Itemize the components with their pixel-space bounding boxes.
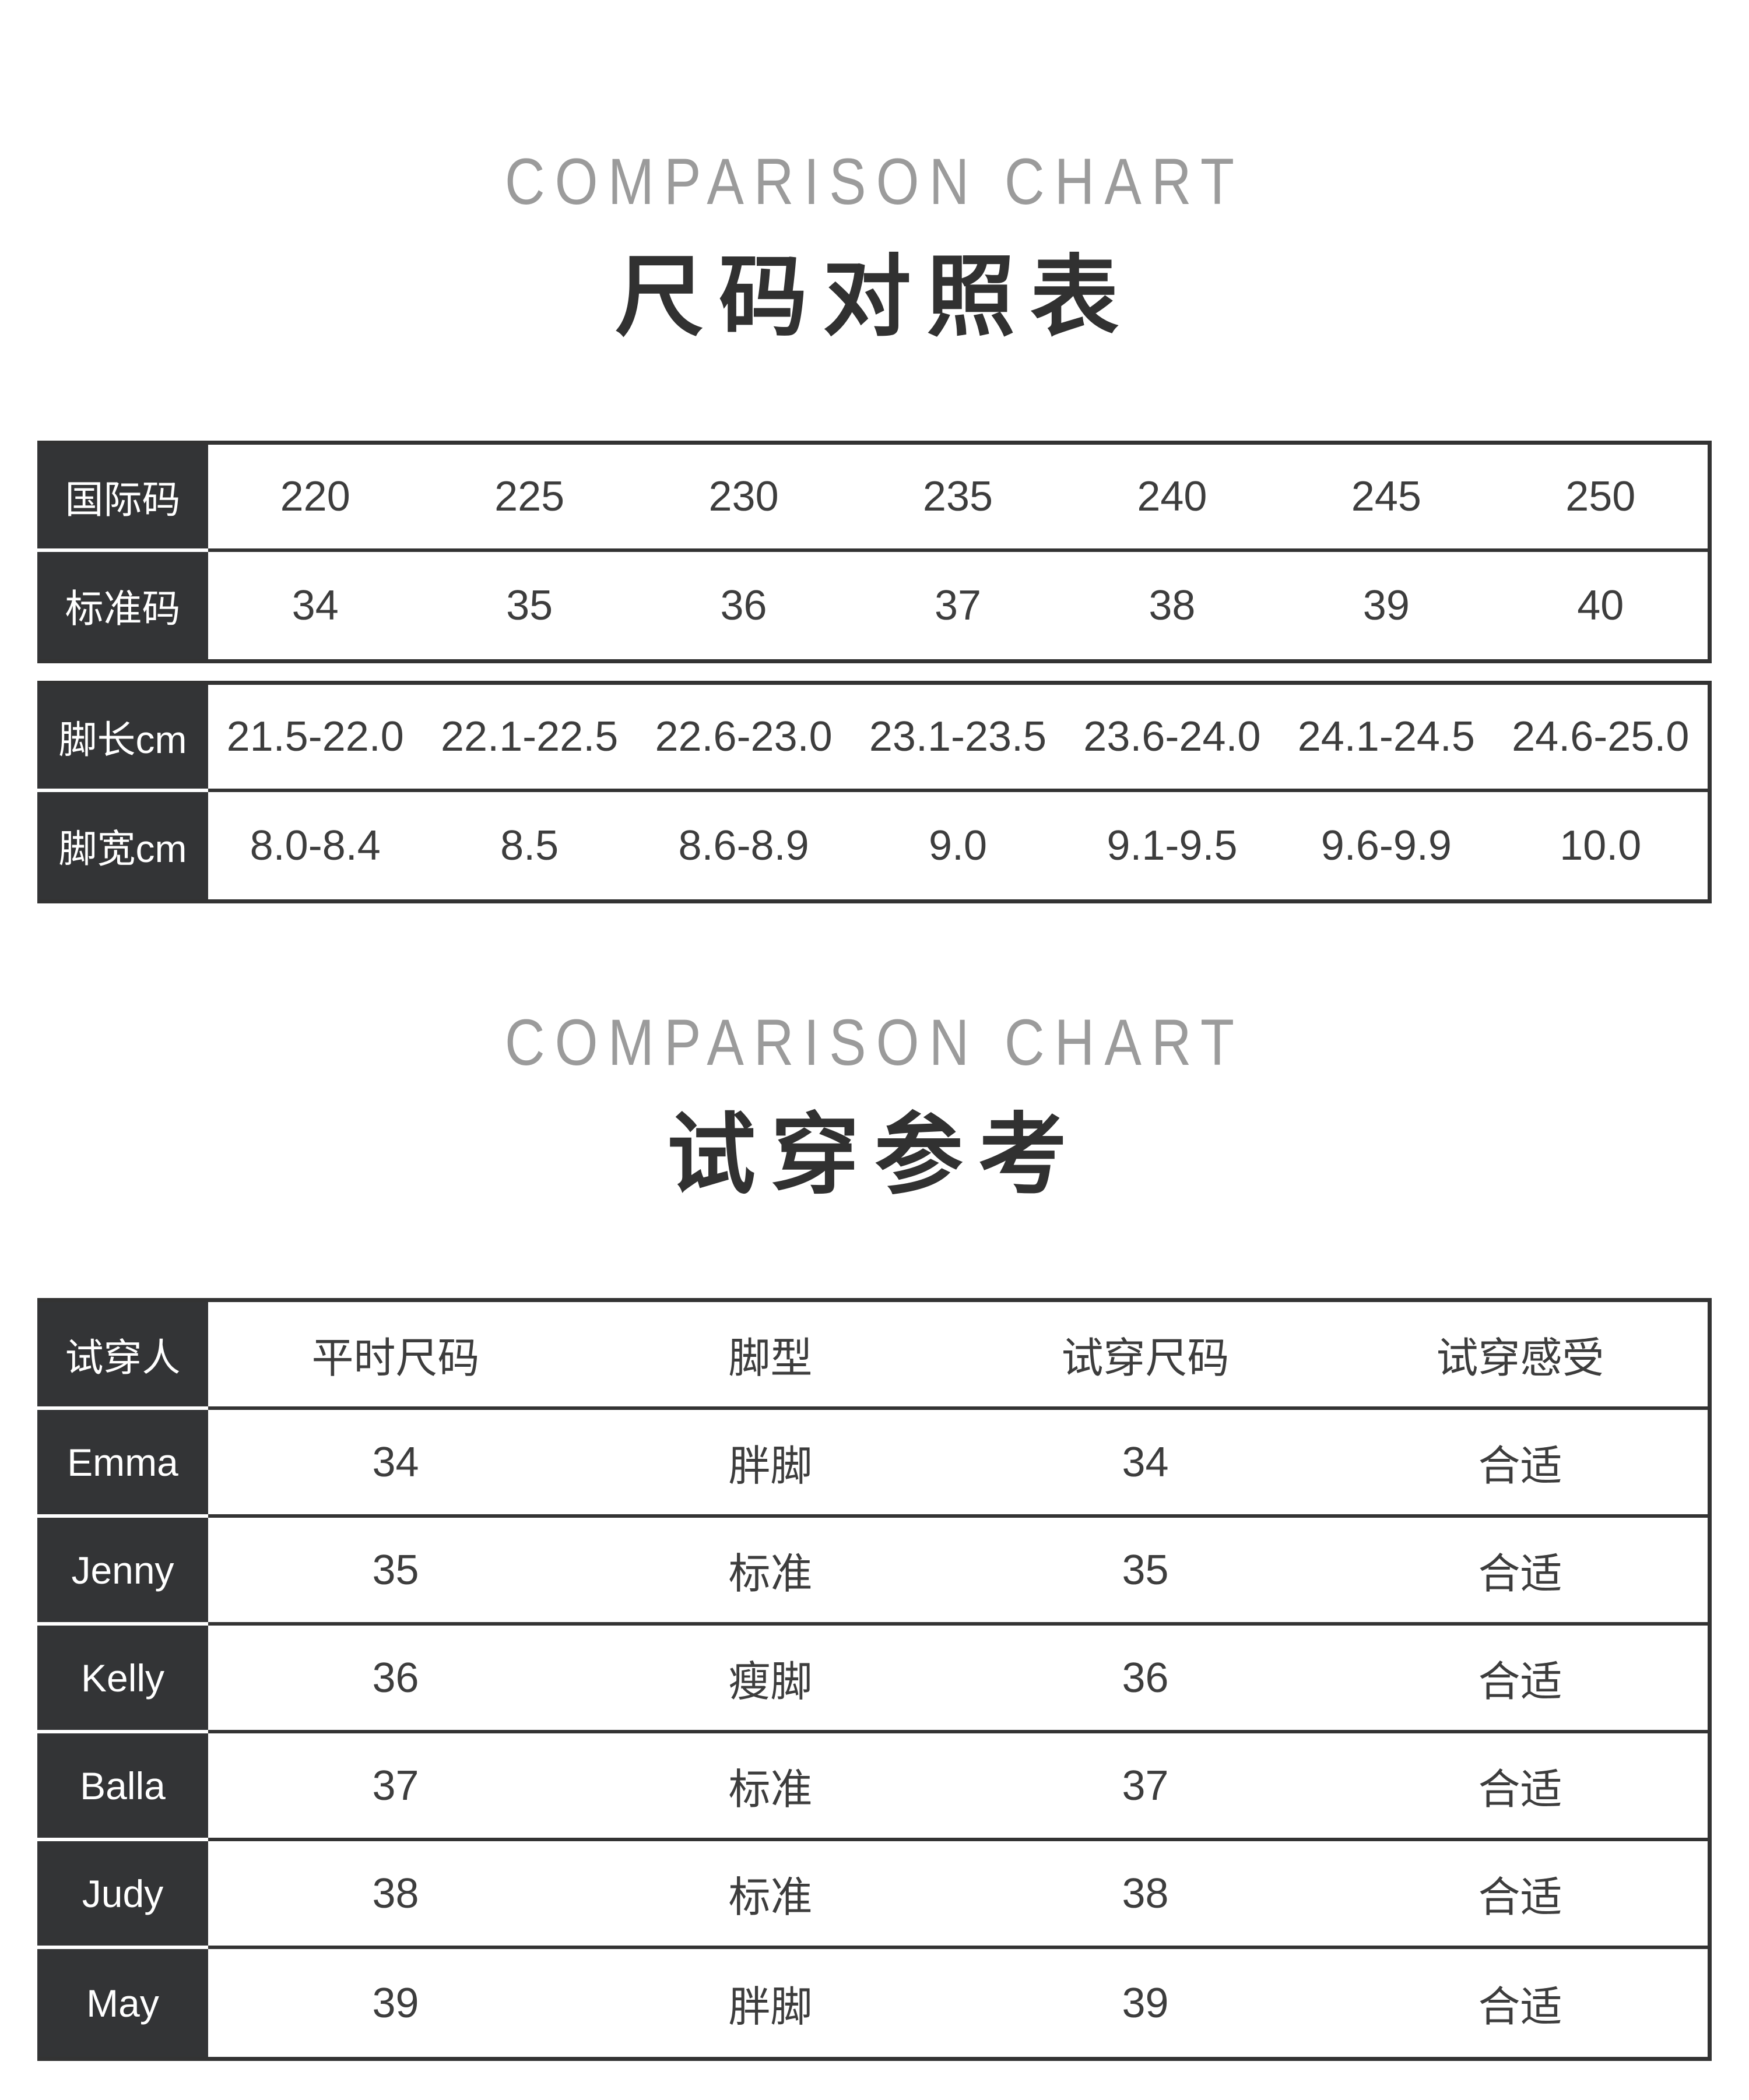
data-cell: 合适 [1333, 1626, 1708, 1733]
data-cell: 39 [1122, 1979, 1169, 2027]
data-cell: 9.6-9.9 [1320, 822, 1452, 869]
corner-header-cell: 试穿人 [37, 1302, 208, 1410]
data-cell: 21.5-22.0 [208, 685, 423, 792]
data-cell: 34 [292, 582, 339, 629]
data-cell: 37 [934, 582, 982, 629]
data-cell: 36 [958, 1626, 1333, 1733]
data-cell: 23.6-24.0 [1065, 685, 1280, 792]
data-cell: 35 [506, 582, 553, 629]
data-cell: 35 [208, 1518, 583, 1626]
section2-english-title-text: COMPARISON CHART [504, 1006, 1245, 1079]
section2-english-title: COMPARISON CHART [0, 1004, 1749, 1082]
data-cell: 合适 [1333, 1733, 1708, 1841]
column-header-cell: 试穿感受 [1333, 1302, 1708, 1410]
row-header-cell: 脚宽cm [37, 792, 208, 899]
table-row: 标准码 34 35 36 37 38 39 40 [37, 552, 1708, 659]
data-cell: 34 [208, 1410, 583, 1518]
data-cell: 9.0 [928, 822, 988, 869]
data-cell: 38 [1149, 582, 1196, 629]
fitter-name-cell: Judy [37, 1841, 208, 1949]
data-cell: 瘦脚 [583, 1626, 958, 1733]
data-cell: 40 [1577, 582, 1624, 629]
data-cell: 8.6-8.9 [678, 822, 809, 869]
row-header-cell: 脚长cm [37, 685, 208, 792]
data-cell: 23.1-23.5 [851, 685, 1065, 792]
section2-chinese-title: 试穿参考 [667, 1106, 1082, 1205]
data-cell: 240 [1065, 445, 1280, 552]
data-cell: 39 [1362, 582, 1410, 629]
data-cell: 标准 [583, 1733, 958, 1841]
data-cell: 230 [636, 445, 851, 552]
data-cell: 37 [208, 1733, 583, 1841]
fit-reference-table: 试穿人 平时尺码 脚型 试穿尺码 试穿感受 Emma 34 胖脚 34 合适 J… [37, 1298, 1712, 2061]
data-cell: 合适 [1333, 1410, 1708, 1518]
section1-english-title-text: COMPARISON CHART [504, 145, 1245, 218]
data-cell: 8.5 [500, 822, 559, 869]
fitter-name-cell: Kelly [37, 1626, 208, 1733]
data-cell: 22.1-22.5 [422, 685, 637, 792]
data-cell: 24.1-24.5 [1279, 685, 1494, 792]
data-cell: 胖脚 [728, 1984, 813, 2031]
data-cell: 36 [208, 1626, 583, 1733]
data-cell: 胖脚 [583, 1410, 958, 1518]
table-row: Emma 34 胖脚 34 合适 [37, 1410, 1708, 1518]
fitter-name-cell: Emma [37, 1410, 208, 1518]
data-cell: 225 [422, 445, 637, 552]
table-row: Kelly 36 瘦脚 36 合适 [37, 1626, 1708, 1733]
table-row: Judy 38 标准 38 合适 [37, 1841, 1708, 1949]
data-cell: 34 [958, 1410, 1333, 1518]
data-cell: 37 [958, 1733, 1333, 1841]
data-cell: 220 [208, 445, 423, 552]
data-cell: 标准 [583, 1518, 958, 1626]
data-cell: 8.0-8.4 [250, 822, 381, 869]
table-row: 脚长cm 21.5-22.0 22.1-22.5 22.6-23.0 23.1-… [37, 685, 1708, 792]
data-cell: 标准 [583, 1841, 958, 1949]
data-cell: 245 [1279, 445, 1494, 552]
section1-english-title: COMPARISON CHART [0, 143, 1749, 221]
data-cell: 24.6-25.0 [1493, 685, 1708, 792]
data-cell: 39 [372, 1979, 419, 2027]
column-header-cell: 试穿尺码 [958, 1302, 1333, 1410]
data-cell: 235 [851, 445, 1065, 552]
data-cell: 合适 [1333, 1518, 1708, 1626]
fitter-name-cell: Balla [37, 1733, 208, 1841]
data-cell: 合适 [1478, 1984, 1562, 2031]
row-header-cell: 标准码 [37, 552, 208, 659]
table-row: 脚宽cm 8.0-8.4 8.5 8.6-8.9 9.0 9.1-9.5 9.6… [37, 792, 1708, 899]
foot-measure-table: 脚长cm 21.5-22.0 22.1-22.5 22.6-23.0 23.1-… [37, 681, 1712, 903]
data-cell: 10.0 [1560, 822, 1642, 869]
data-cell: 9.1-9.5 [1107, 822, 1238, 869]
section1-chinese-title: 尺码对照表 [615, 248, 1134, 347]
size-code-table: 国际码 220 225 230 235 240 245 250 标准码 34 3… [37, 441, 1712, 663]
data-cell: 35 [958, 1518, 1333, 1626]
row-header-cell: 国际码 [37, 445, 208, 552]
column-header-cell: 平时尺码 [208, 1302, 583, 1410]
table-row: Balla 37 标准 37 合适 [37, 1733, 1708, 1841]
data-cell: 38 [958, 1841, 1333, 1949]
table-header-row: 试穿人 平时尺码 脚型 试穿尺码 试穿感受 [37, 1302, 1708, 1410]
fitter-name-cell: Jenny [37, 1518, 208, 1626]
column-header-cell: 脚型 [583, 1302, 958, 1410]
data-cell: 250 [1493, 445, 1708, 552]
data-cell: 36 [720, 582, 767, 629]
table-row: Jenny 35 标准 35 合适 [37, 1518, 1708, 1626]
data-cell: 合适 [1333, 1841, 1708, 1949]
table-row: May 39 胖脚 39 合适 [37, 1949, 1708, 2057]
fitter-name-cell: May [37, 1949, 208, 2057]
table-row: 国际码 220 225 230 235 240 245 250 [37, 445, 1708, 552]
data-cell: 38 [208, 1841, 583, 1949]
data-cell: 22.6-23.0 [636, 685, 851, 792]
